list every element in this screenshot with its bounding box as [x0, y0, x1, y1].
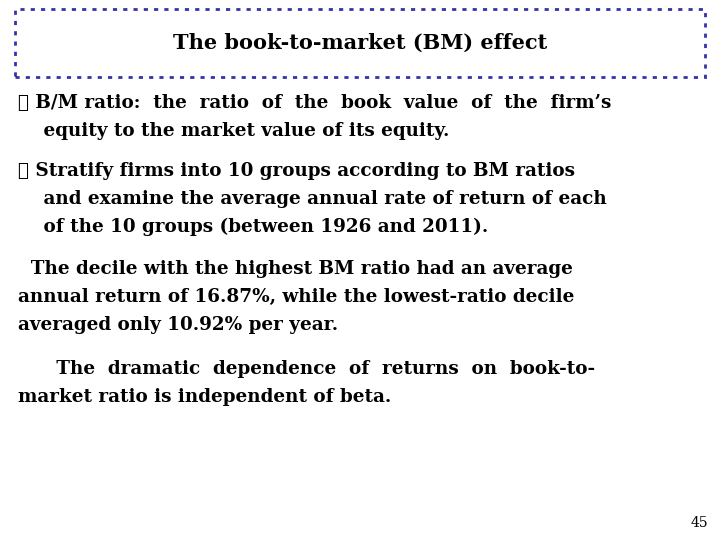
Text: The book-to-market (BM) effect: The book-to-market (BM) effect	[173, 33, 547, 53]
Text: annual return of 16.87%, while the lowest-ratio decile: annual return of 16.87%, while the lowes…	[18, 288, 575, 306]
Text: of the 10 groups (between 1926 and 2011).: of the 10 groups (between 1926 and 2011)…	[18, 218, 488, 236]
Text: ❖ B/M ratio:  the  ratio  of  the  book  value  of  the  firm’s: ❖ B/M ratio: the ratio of the book value…	[18, 94, 611, 112]
Bar	[15, 9, 705, 77]
Text: averaged only 10.92% per year.: averaged only 10.92% per year.	[18, 316, 338, 334]
Text: The decile with the highest BM ratio had an average: The decile with the highest BM ratio had…	[18, 260, 573, 278]
Text: 45: 45	[690, 516, 708, 530]
Text: ❖ Stratify firms into 10 groups according to BM ratios: ❖ Stratify firms into 10 groups accordin…	[18, 162, 575, 180]
Text: market ratio is independent of beta.: market ratio is independent of beta.	[18, 388, 391, 406]
Text: The  dramatic  dependence  of  returns  on  book-to-: The dramatic dependence of returns on bo…	[18, 360, 595, 378]
Text: and examine the average annual rate of return of each: and examine the average annual rate of r…	[18, 190, 607, 208]
Text: equity to the market value of its equity.: equity to the market value of its equity…	[18, 122, 449, 140]
